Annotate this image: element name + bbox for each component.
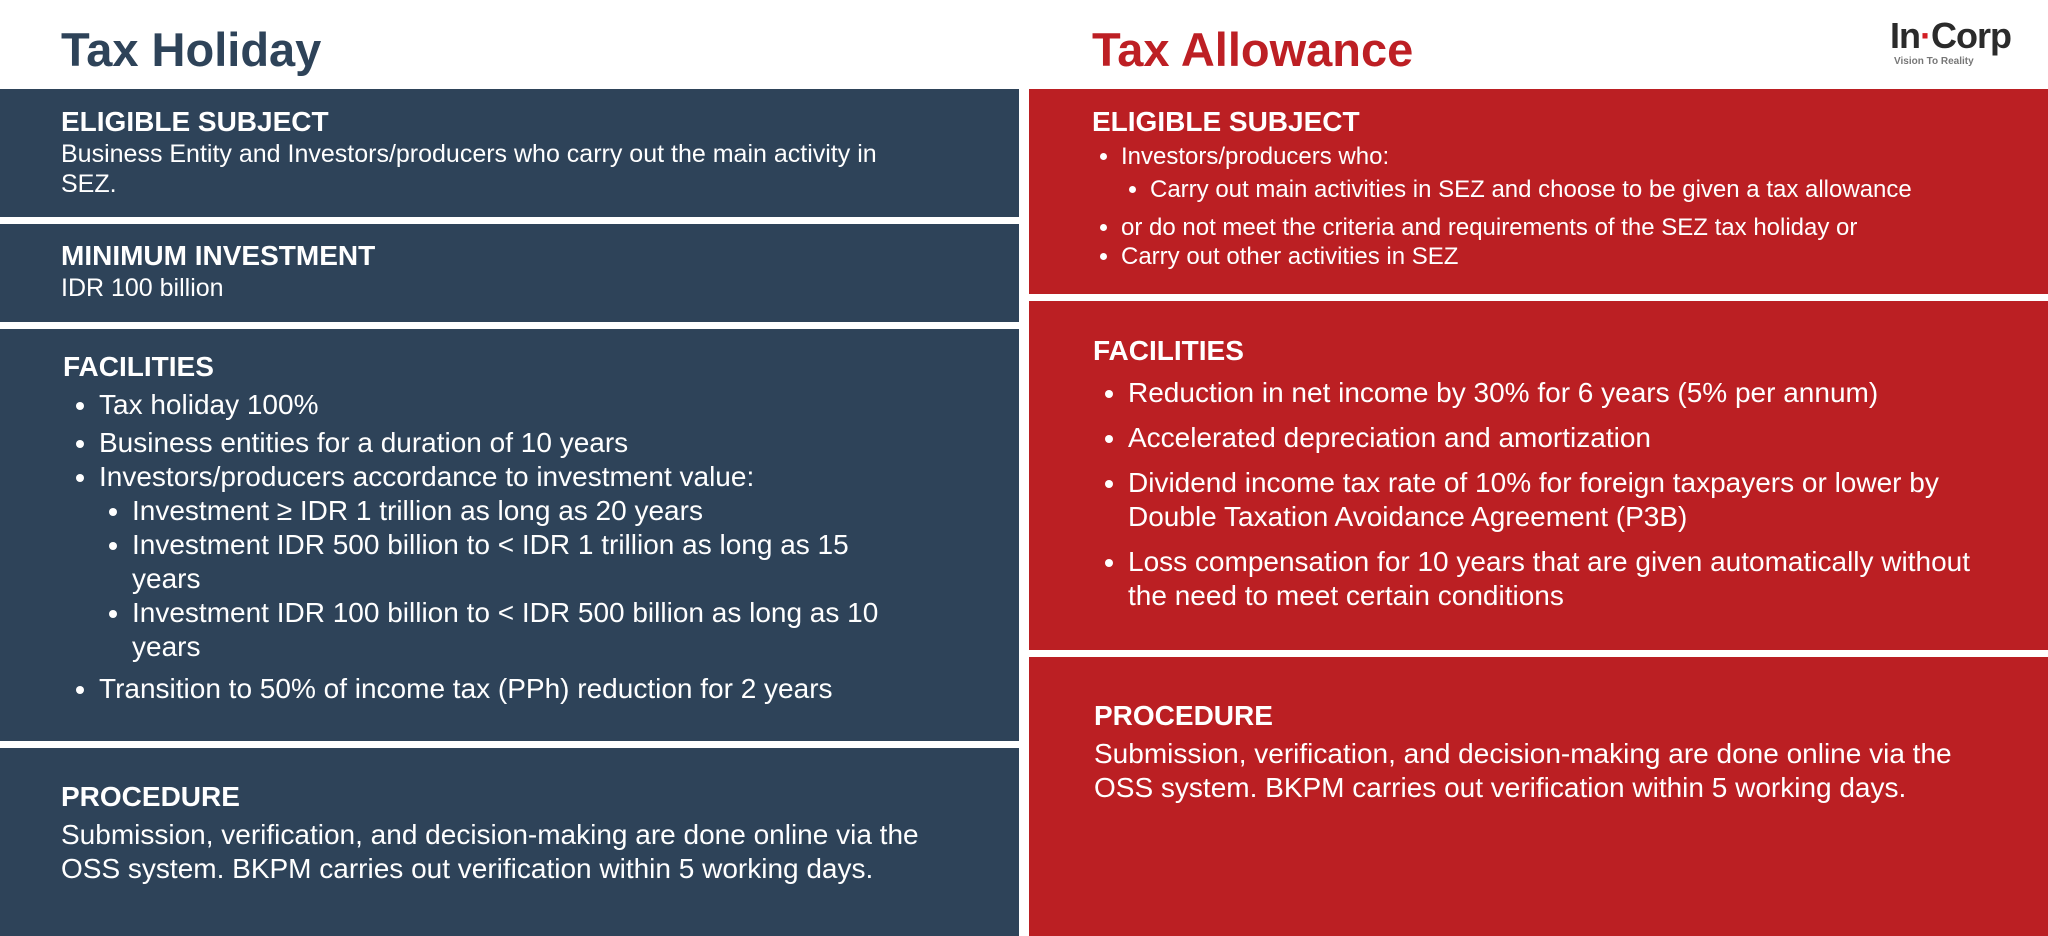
logo-word-part1: In [1890,15,1921,56]
holiday-procedure-heading: PROCEDURE [61,781,240,812]
logo-word-part2: Corp [1931,15,2012,56]
allowance-eligible-sublist: Carry out main activities in SEZ and cho… [1121,175,2008,204]
allowance-procedure-heading: PROCEDURE [1094,700,1273,731]
holiday-eligible-heading: ELIGIBLE SUBJECT [61,106,329,137]
holiday-investment-sublist: Investment ≥ IDR 1 trillion as long as 2… [99,494,909,664]
sub-list-item: Investment IDR 500 billion to < IDR 1 tr… [132,528,909,596]
list-item: Carry out other activities in SEZ [1121,242,2008,271]
incorp-logo: In·Corp Vision To Reality [1890,16,2020,72]
holiday-min-investment-panel: MINIMUM INVESTMENT IDR 100 billion [0,224,1019,322]
logo-dot: · [1920,15,1932,56]
tax-holiday-title: Tax Holiday [61,23,322,76]
sub-list-item: Investment ≥ IDR 1 trillion as long as 2… [132,494,909,528]
allowance-eligible-heading: ELIGIBLE SUBJECT [1092,106,1360,137]
holiday-min-investment-heading: MINIMUM INVESTMENT [61,240,376,271]
list-item: Investors/producers who: Carry out main … [1121,142,2008,204]
list-item: Reduction in net income by 30% for 6 yea… [1128,376,1998,410]
logo-tagline: Vision To Reality [1894,56,1974,67]
tax-allowance-title: Tax Allowance [1092,23,1414,76]
allowance-eligible-list: Investors/producers who: Carry out main … [1092,142,2008,271]
list-item: Tax holiday 100% [99,388,909,422]
sub-list-item: Carry out main activities in SEZ and cho… [1150,175,2008,204]
holiday-procedure-panel: PROCEDURE Submission, verification, and … [0,748,1019,936]
list-item: Dividend income tax rate of 10% for fore… [1128,466,1998,534]
allowance-procedure-panel: PROCEDURE Submission, verification, and … [1029,657,2048,936]
allowance-facilities-heading: FACILITIES [1093,335,1244,366]
list-item: Investors/producers accordance to invest… [99,460,909,664]
list-item-label: Investors/producers who: [1121,143,1390,170]
holiday-eligible-body: Business Entity and Investors/producers … [61,140,877,198]
holiday-eligible-panel: ELIGIBLE SUBJECT Business Entity and Inv… [0,89,1019,217]
list-item: or do not meet the criteria and requirem… [1121,213,2008,242]
holiday-facilities-panel: FACILITIES Tax holiday 100% Business ent… [0,329,1019,741]
holiday-facilities-heading: FACILITIES [63,351,214,382]
allowance-facilities-panel: FACILITIES Reduction in net income by 30… [1029,301,2048,650]
list-item-label: Investors/producers accordance to invest… [99,461,755,492]
holiday-min-investment-body: IDR 100 billion [61,274,224,302]
list-item: Accelerated depreciation and amortizatio… [1128,421,1998,455]
logo-wordmark: In·Corp [1890,16,2020,56]
sub-list-item: Investment IDR 100 billion to < IDR 500 … [132,596,909,664]
list-item: Loss compensation for 10 years that are … [1128,545,1998,613]
holiday-facilities-list: Tax holiday 100% Business entities for a… [63,388,909,706]
holiday-procedure-body: Submission, verification, and decision-m… [61,819,919,884]
allowance-facilities-list: Reduction in net income by 30% for 6 yea… [1093,376,1998,613]
allowance-procedure-body: Submission, verification, and decision-m… [1094,738,1952,803]
list-item: Business entities for a duration of 10 y… [99,426,909,460]
list-item: Transition to 50% of income tax (PPh) re… [99,672,909,706]
allowance-eligible-panel: ELIGIBLE SUBJECT Investors/producers who… [1029,89,2048,294]
